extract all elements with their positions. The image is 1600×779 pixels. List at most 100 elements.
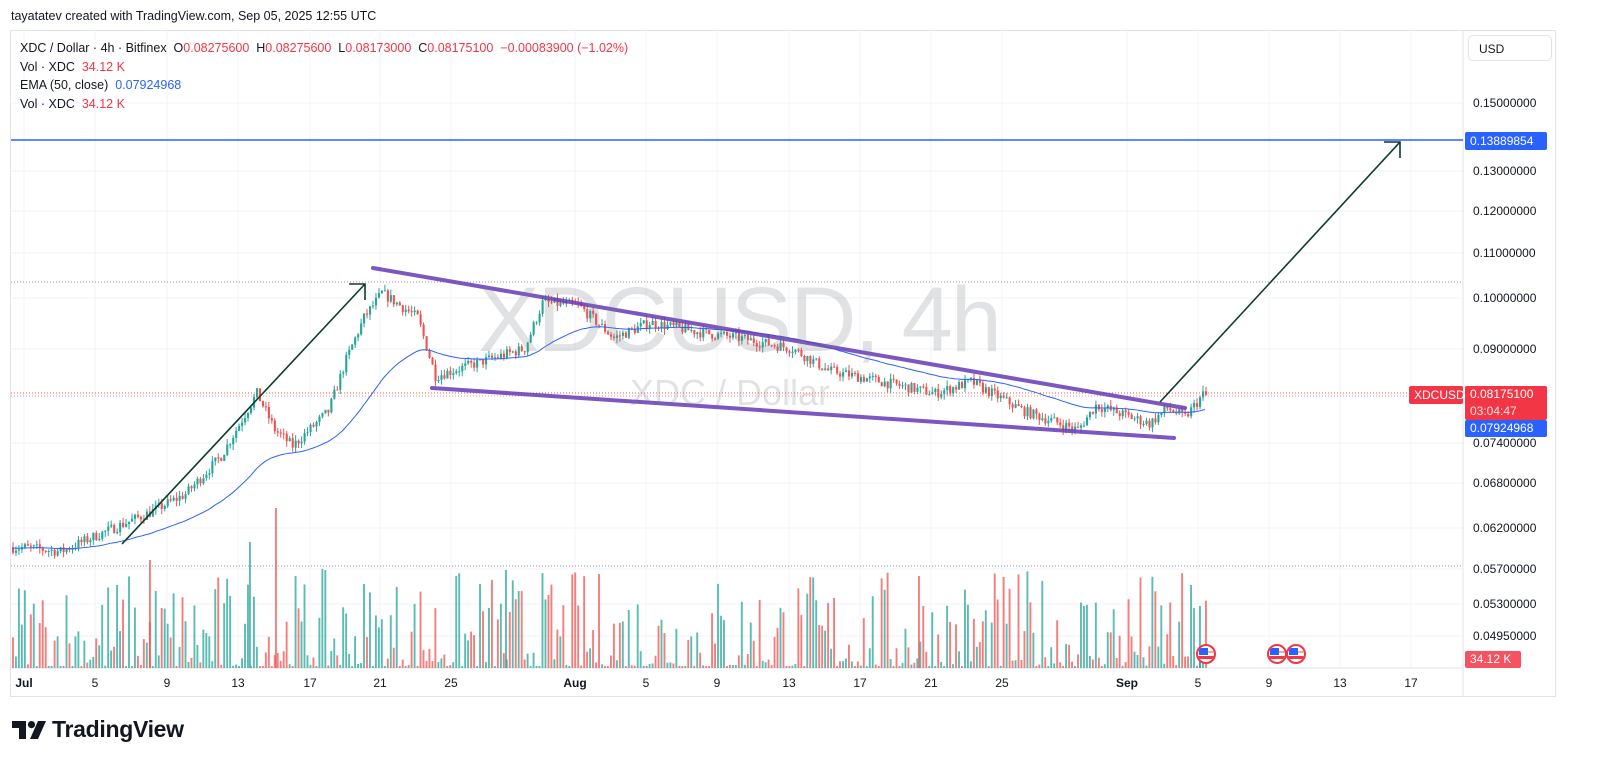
candle-body xyxy=(583,305,586,310)
candle-body xyxy=(119,522,122,532)
tradingview-logo-icon xyxy=(12,720,46,739)
candle-body xyxy=(139,516,143,520)
candle-body xyxy=(470,360,473,363)
candle-body xyxy=(630,328,633,330)
volume-bar xyxy=(1077,654,1079,668)
volume-legend-row[interactable]: Vol · XDC 34.12 K xyxy=(20,58,628,77)
candle-body xyxy=(1083,425,1086,427)
volume-label: Vol · XDC xyxy=(20,59,75,74)
candle-body xyxy=(806,355,809,362)
candle-body xyxy=(303,433,306,442)
time-tick-label: 13 xyxy=(231,676,245,690)
ema-line xyxy=(11,326,1206,550)
price-tick-label: 0.06800000 xyxy=(1473,476,1537,490)
candle-body xyxy=(705,328,708,330)
candle-body xyxy=(26,544,29,546)
volume-bar xyxy=(520,591,523,668)
volume-bar xyxy=(758,599,761,668)
volume-bar xyxy=(131,666,133,668)
candle-body xyxy=(850,372,854,377)
wedge-upper-trendline[interactable] xyxy=(371,266,1187,410)
wedge-lower-trendline[interactable] xyxy=(430,386,1176,440)
volume-bar xyxy=(452,662,455,668)
volume-label-2: Vol · XDC xyxy=(20,96,75,111)
target-projection-arrow[interactable] xyxy=(1159,141,1401,403)
volume-bar xyxy=(211,661,214,668)
volume-bar xyxy=(255,646,258,668)
ohlc-low-label: L xyxy=(338,41,346,55)
symbol-legend-row[interactable]: XDC / Dollar · 4h · Bitfinex O0.08275600… xyxy=(20,39,628,58)
volume-bar xyxy=(122,599,124,668)
candle-body xyxy=(1094,404,1097,414)
candle-body xyxy=(743,335,746,337)
volume-bar xyxy=(413,603,416,668)
volume-bar xyxy=(443,654,446,668)
candle-body xyxy=(824,368,827,370)
flagpole-arrow[interactable] xyxy=(121,283,366,545)
volume-bar xyxy=(785,666,788,668)
candle-body xyxy=(699,332,702,338)
candle-body xyxy=(1139,416,1142,425)
volume-bar xyxy=(229,595,232,668)
candle-body xyxy=(949,386,952,394)
candle-body xyxy=(812,359,815,364)
volume-bar xyxy=(1160,605,1163,668)
volume-bar xyxy=(312,657,315,668)
candle-body xyxy=(612,336,616,338)
volume-bar xyxy=(1041,580,1044,668)
currency-button[interactable]: USD xyxy=(1468,35,1552,61)
us-flag-event-icon[interactable] xyxy=(1267,644,1287,664)
ema-legend-row[interactable]: EMA (50, close) 0.07924968 xyxy=(20,76,628,95)
volume-bar xyxy=(1094,602,1097,668)
candle-body xyxy=(425,336,428,351)
volume-value-2: 34.12 K xyxy=(81,96,125,111)
candle-body xyxy=(1038,413,1041,421)
candle-body xyxy=(523,351,526,353)
candle-body xyxy=(398,302,401,306)
volume-bar xyxy=(612,623,615,668)
candle-body xyxy=(250,407,253,414)
volume-bar xyxy=(853,666,856,668)
volume-value: 34.12 K xyxy=(81,59,125,74)
candle-body xyxy=(604,324,607,332)
volume-bar xyxy=(770,664,773,668)
volume-bar xyxy=(568,666,571,668)
volume-legend-row-2[interactable]: Vol · XDC 34.12 K xyxy=(20,95,628,114)
volume-bar xyxy=(300,621,303,668)
candle-body xyxy=(178,495,181,501)
candle-body xyxy=(235,430,238,438)
candle-body xyxy=(110,524,113,527)
flag-part xyxy=(1198,656,1214,659)
volume-bar xyxy=(59,666,62,668)
candle-body xyxy=(726,332,729,336)
volume-bar xyxy=(934,666,937,668)
candle-body xyxy=(467,360,470,364)
candle-body xyxy=(32,545,35,547)
candle-body xyxy=(160,503,163,510)
volume-bar xyxy=(550,584,553,668)
volume-bar xyxy=(26,664,29,668)
volume-bar xyxy=(1038,664,1041,668)
volume-bar xyxy=(925,651,928,668)
us-flag-event-icon[interactable] xyxy=(1196,644,1216,664)
volume-bar xyxy=(615,660,618,668)
candle-body xyxy=(797,349,800,351)
candle-body xyxy=(559,301,562,306)
volume-bar xyxy=(987,666,990,668)
volume-bar xyxy=(847,644,850,668)
candle-body xyxy=(660,321,663,329)
time-tick-label: 5 xyxy=(1194,676,1202,690)
candle-body xyxy=(1199,397,1202,407)
time-tick-label: 25 xyxy=(995,676,1009,690)
candle-body xyxy=(401,305,404,313)
tradingview-logo[interactable]: TradingView xyxy=(12,716,184,743)
candle-body xyxy=(419,314,422,325)
volume-bar xyxy=(125,666,127,668)
candle-body xyxy=(972,377,976,385)
candle-body xyxy=(892,378,895,380)
us-flag-event-icon[interactable] xyxy=(1286,644,1306,664)
candle-body xyxy=(681,326,684,333)
candle-body xyxy=(847,370,851,377)
candle-body xyxy=(1020,406,1023,408)
